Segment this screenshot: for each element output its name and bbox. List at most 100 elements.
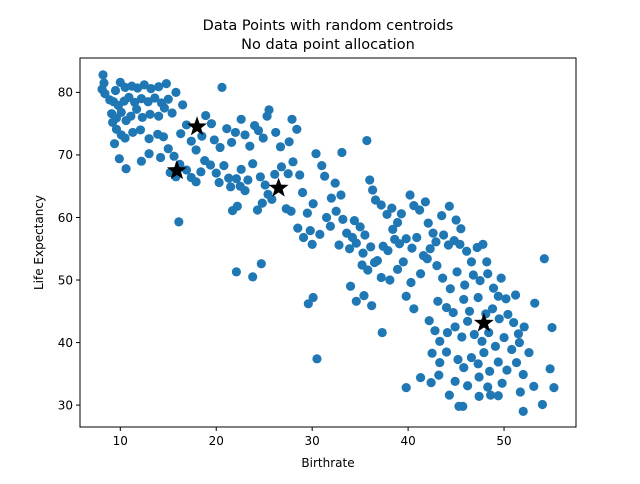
data-point: [303, 299, 313, 309]
data-point: [524, 347, 534, 358]
data-point: [444, 201, 454, 211]
x-tick-label: 20: [209, 434, 224, 448]
data-point: [367, 301, 377, 311]
data-point: [513, 329, 524, 339]
data-point: [174, 217, 184, 227]
data-point: [452, 267, 462, 277]
data-point: [116, 107, 126, 118]
data-point: [167, 108, 177, 118]
data-point: [462, 381, 473, 391]
data-point: [321, 212, 332, 223]
data-point: [432, 261, 442, 271]
data-point: [485, 366, 495, 376]
data-point: [456, 224, 466, 234]
data-point: [243, 175, 253, 185]
data-point: [484, 327, 494, 338]
data-point: [428, 228, 438, 238]
data-point: [236, 114, 246, 124]
data-point: [475, 276, 485, 286]
data-point: [252, 205, 263, 215]
data-point: [518, 406, 528, 416]
data-point: [494, 314, 504, 324]
y-tick-label: 50: [58, 273, 73, 287]
data-point: [345, 281, 356, 291]
data-point: [401, 382, 411, 393]
data-point: [396, 209, 406, 219]
data-point: [406, 277, 416, 288]
data-point: [139, 80, 149, 90]
data-point: [487, 304, 498, 314]
data-point: [248, 159, 258, 169]
data-point: [466, 257, 477, 267]
data-point: [108, 117, 118, 128]
data-point: [287, 114, 297, 124]
centroid-star-marker: [166, 160, 187, 180]
data-point: [331, 206, 341, 216]
data-point: [473, 292, 483, 303]
data-point: [159, 103, 170, 113]
data-point: [383, 246, 393, 256]
data-point: [158, 132, 169, 142]
data-point: [144, 134, 154, 144]
centroid-star-marker: [473, 312, 494, 332]
data-point: [297, 187, 308, 198]
data-point: [128, 127, 138, 138]
data-point: [267, 194, 277, 204]
data-point: [260, 180, 270, 190]
data-point: [441, 302, 452, 313]
data-point: [385, 275, 395, 285]
data-point: [197, 131, 207, 141]
data-point: [169, 151, 179, 161]
data-point: [483, 382, 493, 392]
data-point: [424, 316, 434, 326]
data-point: [284, 137, 294, 147]
data-point: [482, 257, 492, 267]
y-tick-label: 30: [58, 398, 73, 412]
data-point: [154, 82, 164, 92]
data-point: [493, 391, 503, 401]
data-point: [450, 376, 460, 386]
data-point: [222, 124, 232, 134]
data-point: [401, 291, 411, 301]
data-point: [496, 273, 506, 283]
data-point: [181, 120, 192, 130]
data-point: [201, 110, 211, 121]
data-point: [369, 257, 380, 268]
x-tick-label: 30: [305, 434, 320, 448]
data-point: [518, 369, 528, 380]
x-tick-label: 50: [496, 434, 511, 448]
centroid-star-marker: [268, 177, 289, 197]
data-point: [146, 84, 156, 94]
data-point: [473, 359, 483, 369]
data-point: [537, 399, 548, 410]
data-point: [445, 284, 455, 294]
data-point: [154, 111, 164, 121]
x-axis-ticks: 10 20 30 40 50: [113, 427, 512, 448]
data-point: [415, 205, 425, 215]
data-point: [549, 382, 559, 393]
data-point: [171, 87, 181, 97]
data-point: [376, 200, 386, 210]
data-point: [478, 239, 488, 249]
data-point: [490, 341, 501, 351]
x-tick-label: 40: [400, 434, 415, 448]
data-point: [276, 162, 287, 172]
data-point: [515, 387, 525, 397]
data-point: [451, 215, 461, 225]
data-point: [155, 152, 166, 163]
data-point: [431, 237, 441, 247]
data-point: [455, 239, 465, 249]
data-point: [230, 127, 241, 138]
data-point: [388, 224, 398, 234]
data-point: [460, 280, 470, 290]
data-point: [358, 248, 368, 258]
data-point: [423, 218, 433, 228]
data-point: [307, 239, 317, 249]
data-point: [488, 283, 499, 293]
data-point: [231, 174, 241, 184]
data-point: [178, 100, 188, 110]
data-point: [547, 322, 557, 333]
data-point: [240, 130, 250, 140]
data-point: [359, 291, 369, 301]
